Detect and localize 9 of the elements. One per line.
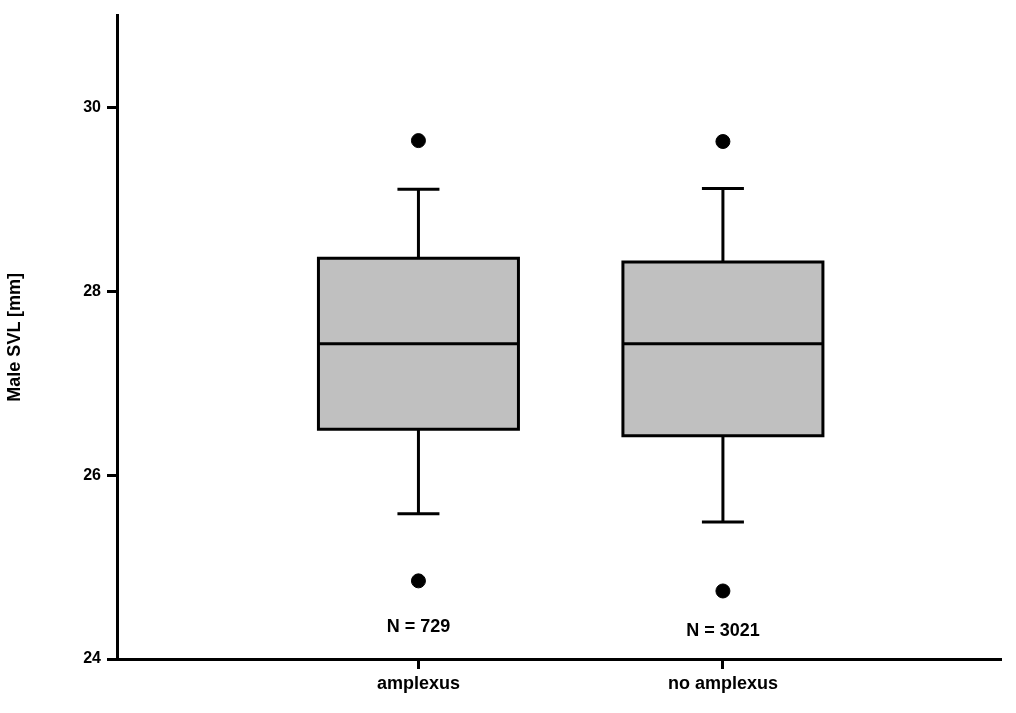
y-tick-label: 30	[83, 97, 102, 115]
x-tick-label: no amplexus	[667, 672, 778, 693]
annotation: N = 3021	[686, 619, 760, 640]
annotation: N = 729	[386, 615, 451, 636]
y-tick-label: 28	[83, 281, 102, 299]
y-tick-label: 26	[83, 465, 102, 483]
y-axis-title: Male SVL [mm]	[3, 272, 24, 402]
x-tick-label: amplexus	[376, 672, 460, 693]
y-tick-label: 24	[83, 649, 102, 667]
